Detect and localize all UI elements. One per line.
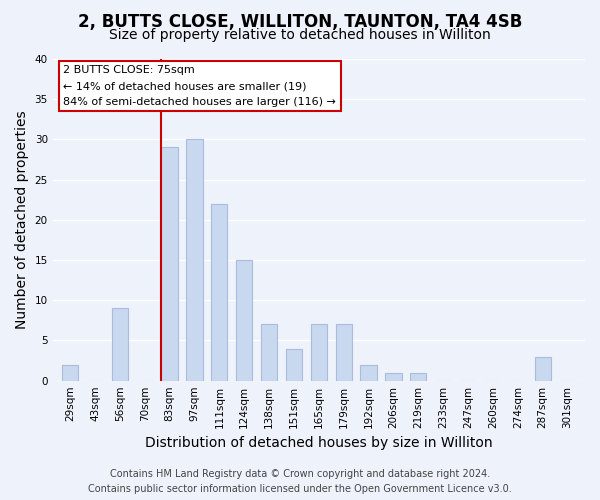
Y-axis label: Number of detached properties: Number of detached properties	[15, 110, 29, 329]
Bar	[112, 308, 128, 380]
Bar	[335, 324, 352, 380]
Bar	[286, 348, 302, 380]
Bar	[361, 364, 377, 380]
Bar	[187, 140, 203, 380]
X-axis label: Distribution of detached houses by size in Williton: Distribution of detached houses by size …	[145, 436, 493, 450]
Bar	[62, 364, 78, 380]
Bar	[311, 324, 327, 380]
Bar	[535, 356, 551, 380]
Bar	[385, 372, 401, 380]
Bar	[161, 148, 178, 380]
Text: Contains HM Land Registry data © Crown copyright and database right 2024.
Contai: Contains HM Land Registry data © Crown c…	[88, 468, 512, 493]
Text: 2 BUTTS CLOSE: 75sqm
← 14% of detached houses are smaller (19)
84% of semi-detac: 2 BUTTS CLOSE: 75sqm ← 14% of detached h…	[64, 66, 336, 106]
Bar	[211, 204, 227, 380]
Bar	[410, 372, 427, 380]
Bar	[236, 260, 252, 380]
Text: Size of property relative to detached houses in Williton: Size of property relative to detached ho…	[109, 28, 491, 42]
Text: 2, BUTTS CLOSE, WILLITON, TAUNTON, TA4 4SB: 2, BUTTS CLOSE, WILLITON, TAUNTON, TA4 4…	[78, 12, 522, 30]
Bar	[261, 324, 277, 380]
